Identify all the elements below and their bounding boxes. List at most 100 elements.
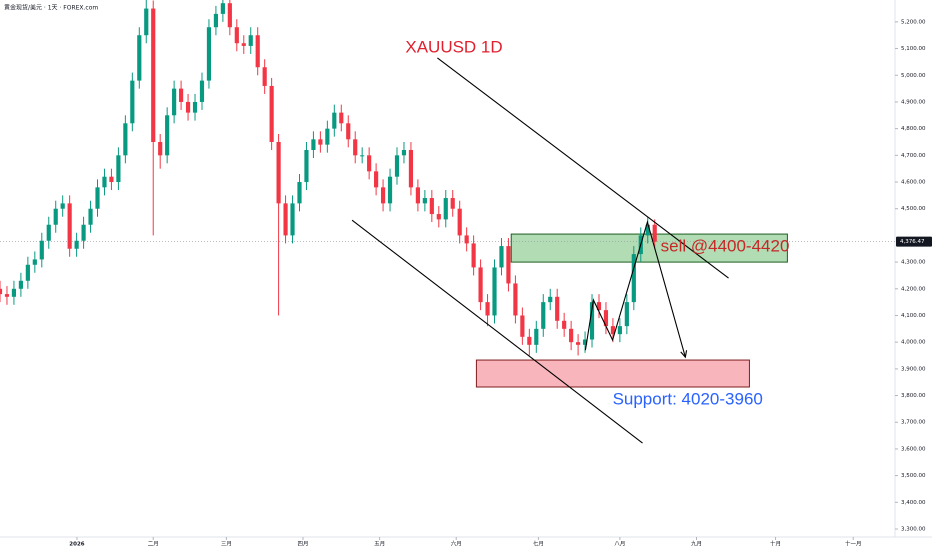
candle-body [485, 302, 490, 316]
candle-body [401, 149, 407, 156]
x-tick-label: 九月 [691, 540, 702, 548]
candle-body [394, 155, 400, 177]
candle-body [304, 149, 309, 183]
y-tick-label: 5,100.00 [901, 46, 926, 52]
candle-body [137, 35, 142, 81]
candle-body [520, 315, 525, 337]
annotation: Support: 4020-3960 [613, 390, 763, 409]
x-tick-label: 2026 [69, 542, 84, 548]
y-tick-label: 4,100.00 [901, 313, 926, 319]
candle-body [610, 326, 616, 335]
candle-body [492, 267, 497, 316]
candle-body [130, 80, 135, 124]
zone [475, 359, 750, 388]
y-tick-label: 3,800.00 [901, 393, 926, 399]
y-tick-label: 5,200.00 [901, 19, 926, 25]
y-tick-label: 4,200.00 [901, 286, 926, 292]
candle-body [617, 326, 622, 335]
candle-body [165, 115, 170, 156]
candle-body [248, 35, 253, 46]
last-price-box [896, 236, 932, 247]
x-tick-label: 三月 [221, 541, 232, 548]
candle-body [144, 8, 149, 36]
zone [510, 233, 788, 263]
candle-body [339, 112, 344, 124]
candle-body [11, 288, 17, 297]
candle-body [631, 254, 636, 303]
candle-body [353, 139, 358, 156]
candle-body [562, 320, 567, 329]
candle-body [4, 294, 10, 297]
arrow-head [680, 350, 688, 359]
candle-body [457, 208, 462, 236]
y-tick-label: 4,300.00 [901, 260, 926, 266]
candle-body [283, 203, 288, 236]
candle-body [499, 246, 504, 268]
candle-body [262, 67, 267, 86]
candle-body [589, 302, 595, 340]
candle-body [548, 296, 553, 303]
candle-body [527, 336, 532, 345]
annotation: sell @4400-4420 [661, 237, 790, 256]
candle-body [53, 208, 58, 225]
candle-body [624, 302, 629, 327]
candle-body [541, 302, 546, 329]
candle-body [513, 283, 518, 316]
candle-body [60, 203, 65, 209]
y-tick-label: 3,600.00 [901, 446, 926, 452]
y-tick-label: 3,900.00 [901, 366, 926, 372]
candle-body [290, 203, 295, 236]
y-tick-label: 3,300.00 [901, 526, 926, 532]
y-tick-label: 3,700.00 [901, 420, 926, 426]
candle-body [0, 288, 3, 295]
candle-body [471, 243, 476, 268]
candle-body [645, 224, 650, 236]
candle-body [227, 3, 232, 28]
candle-body [555, 296, 560, 321]
candle-body [346, 123, 351, 140]
candle-body [179, 88, 184, 102]
candle-body [325, 128, 330, 145]
y-tick-label: 4,000.00 [901, 340, 926, 346]
candle-body [199, 80, 205, 102]
candle-body [360, 155, 365, 157]
y-tick-label: 4,600.00 [901, 180, 926, 186]
candle-body [116, 155, 121, 183]
y-tick-label: 4,500.00 [901, 206, 926, 212]
candle-body [374, 171, 379, 188]
candle-body [311, 139, 316, 150]
candle-body [478, 267, 483, 303]
y-tick-label: 4,900.00 [901, 99, 926, 105]
trend-line [351, 219, 643, 444]
candle-body [255, 35, 260, 68]
candle-body [88, 208, 93, 225]
candle-body [506, 246, 511, 284]
candle-body [596, 302, 602, 311]
candle-body [450, 198, 455, 209]
candle-body [25, 264, 30, 281]
candle-body [652, 224, 657, 242]
candle-body [603, 310, 609, 327]
candle-body [95, 187, 100, 209]
candle-body [380, 187, 386, 204]
candle-body [109, 176, 114, 183]
candle-body [46, 224, 51, 241]
candle-body [102, 176, 107, 188]
candle-body [415, 187, 420, 204]
candle-body [241, 43, 246, 46]
candle-body [443, 198, 448, 220]
x-tick-label: 十月 [770, 540, 781, 548]
candle-body [158, 141, 163, 156]
candle-body [582, 339, 588, 345]
candle-body [123, 123, 128, 156]
candle-body [151, 8, 156, 142]
candle-body [18, 280, 23, 289]
y-tick-label: 4,800.00 [901, 126, 926, 132]
x-tick-label: 七月 [533, 540, 544, 548]
last-price-label: 4,376.47 [900, 239, 925, 245]
candle-body [234, 27, 239, 44]
candle-body [569, 328, 574, 343]
trend-line [437, 57, 729, 279]
